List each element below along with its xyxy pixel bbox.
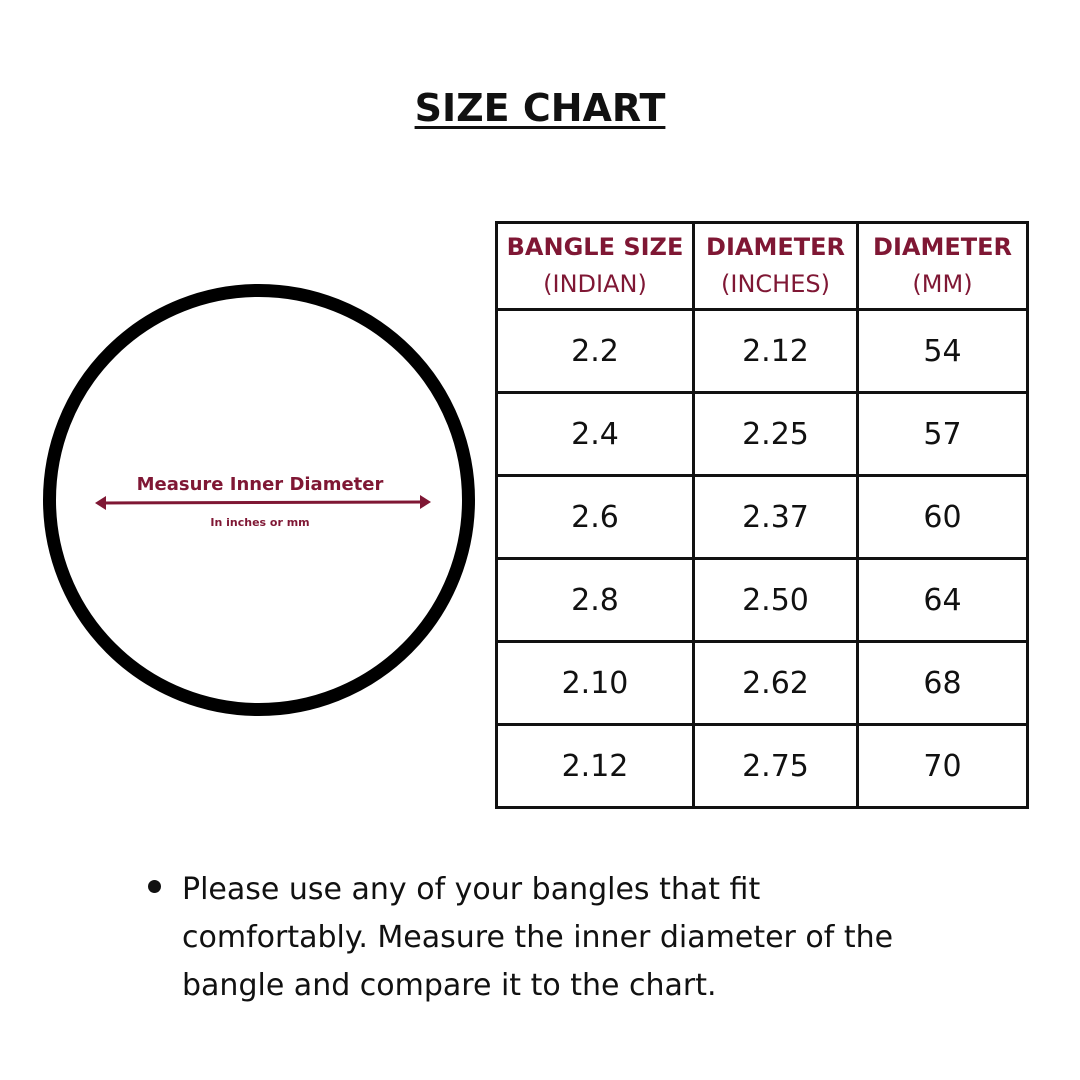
table-cell: 2.75 [692, 723, 859, 809]
table-cell: 2.12 [495, 723, 695, 809]
table-cell: 2.2 [495, 308, 695, 394]
column-header: DIAMETER (MM) [856, 221, 1029, 311]
header-title: BANGLE SIZE [506, 233, 684, 261]
bangle-circle [43, 284, 475, 716]
title-text: SIZE CHART [414, 86, 666, 130]
table-cell: 64 [856, 557, 1029, 643]
table-row: 2.4 2.25 57 [495, 391, 1029, 477]
table-row: 2.6 2.37 60 [495, 474, 1029, 560]
header-unit: (INDIAN) [543, 270, 647, 298]
diameter-arrow [95, 495, 431, 510]
table-cell: 2.62 [692, 640, 859, 726]
table-cell: 70 [856, 723, 1029, 809]
table-cell: 2.6 [495, 474, 695, 560]
column-header: BANGLE SIZE (INDIAN) [495, 221, 695, 311]
unit-label: In inches or mm [210, 516, 310, 529]
bullet-icon [148, 880, 161, 893]
table-cell: 2.8 [495, 557, 695, 643]
header-unit: (MM) [912, 270, 973, 298]
page-title: SIZE CHART [0, 86, 1080, 130]
table-row: 2.10 2.62 68 [495, 640, 1029, 726]
table-cell: 2.25 [692, 391, 859, 477]
table-cell: 2.12 [692, 308, 859, 394]
table-cell: 2.50 [692, 557, 859, 643]
table-header-row: BANGLE SIZE (INDIAN) DIAMETER (INCHES) DIAME… [495, 221, 1029, 311]
table-cell: 68 [856, 640, 1029, 726]
measure-label: Measure Inner Diameter [136, 474, 384, 495]
header-unit: (INCHES) [721, 270, 830, 298]
table-cell: 57 [856, 391, 1029, 477]
column-header: DIAMETER (INCHES) [692, 221, 859, 311]
table-cell: 54 [856, 308, 1029, 394]
table-cell: 2.4 [495, 391, 695, 477]
table-row: 2.8 2.50 64 [495, 557, 1029, 643]
table-cell: 2.10 [495, 640, 695, 726]
table-cell: 2.37 [692, 474, 859, 560]
header-title: DIAMETER [873, 233, 1012, 261]
table-cell: 60 [856, 474, 1029, 560]
instruction-note: Please use any of your bangles that fit … [182, 872, 894, 1003]
size-table: BANGLE SIZE (INDIAN) DIAMETER (INCHES) DIAME… [495, 221, 1029, 809]
table-row: 2.2 2.12 54 [495, 308, 1029, 394]
header-title: DIAMETER [706, 233, 845, 261]
table-row: 2.12 2.75 70 [495, 723, 1029, 809]
